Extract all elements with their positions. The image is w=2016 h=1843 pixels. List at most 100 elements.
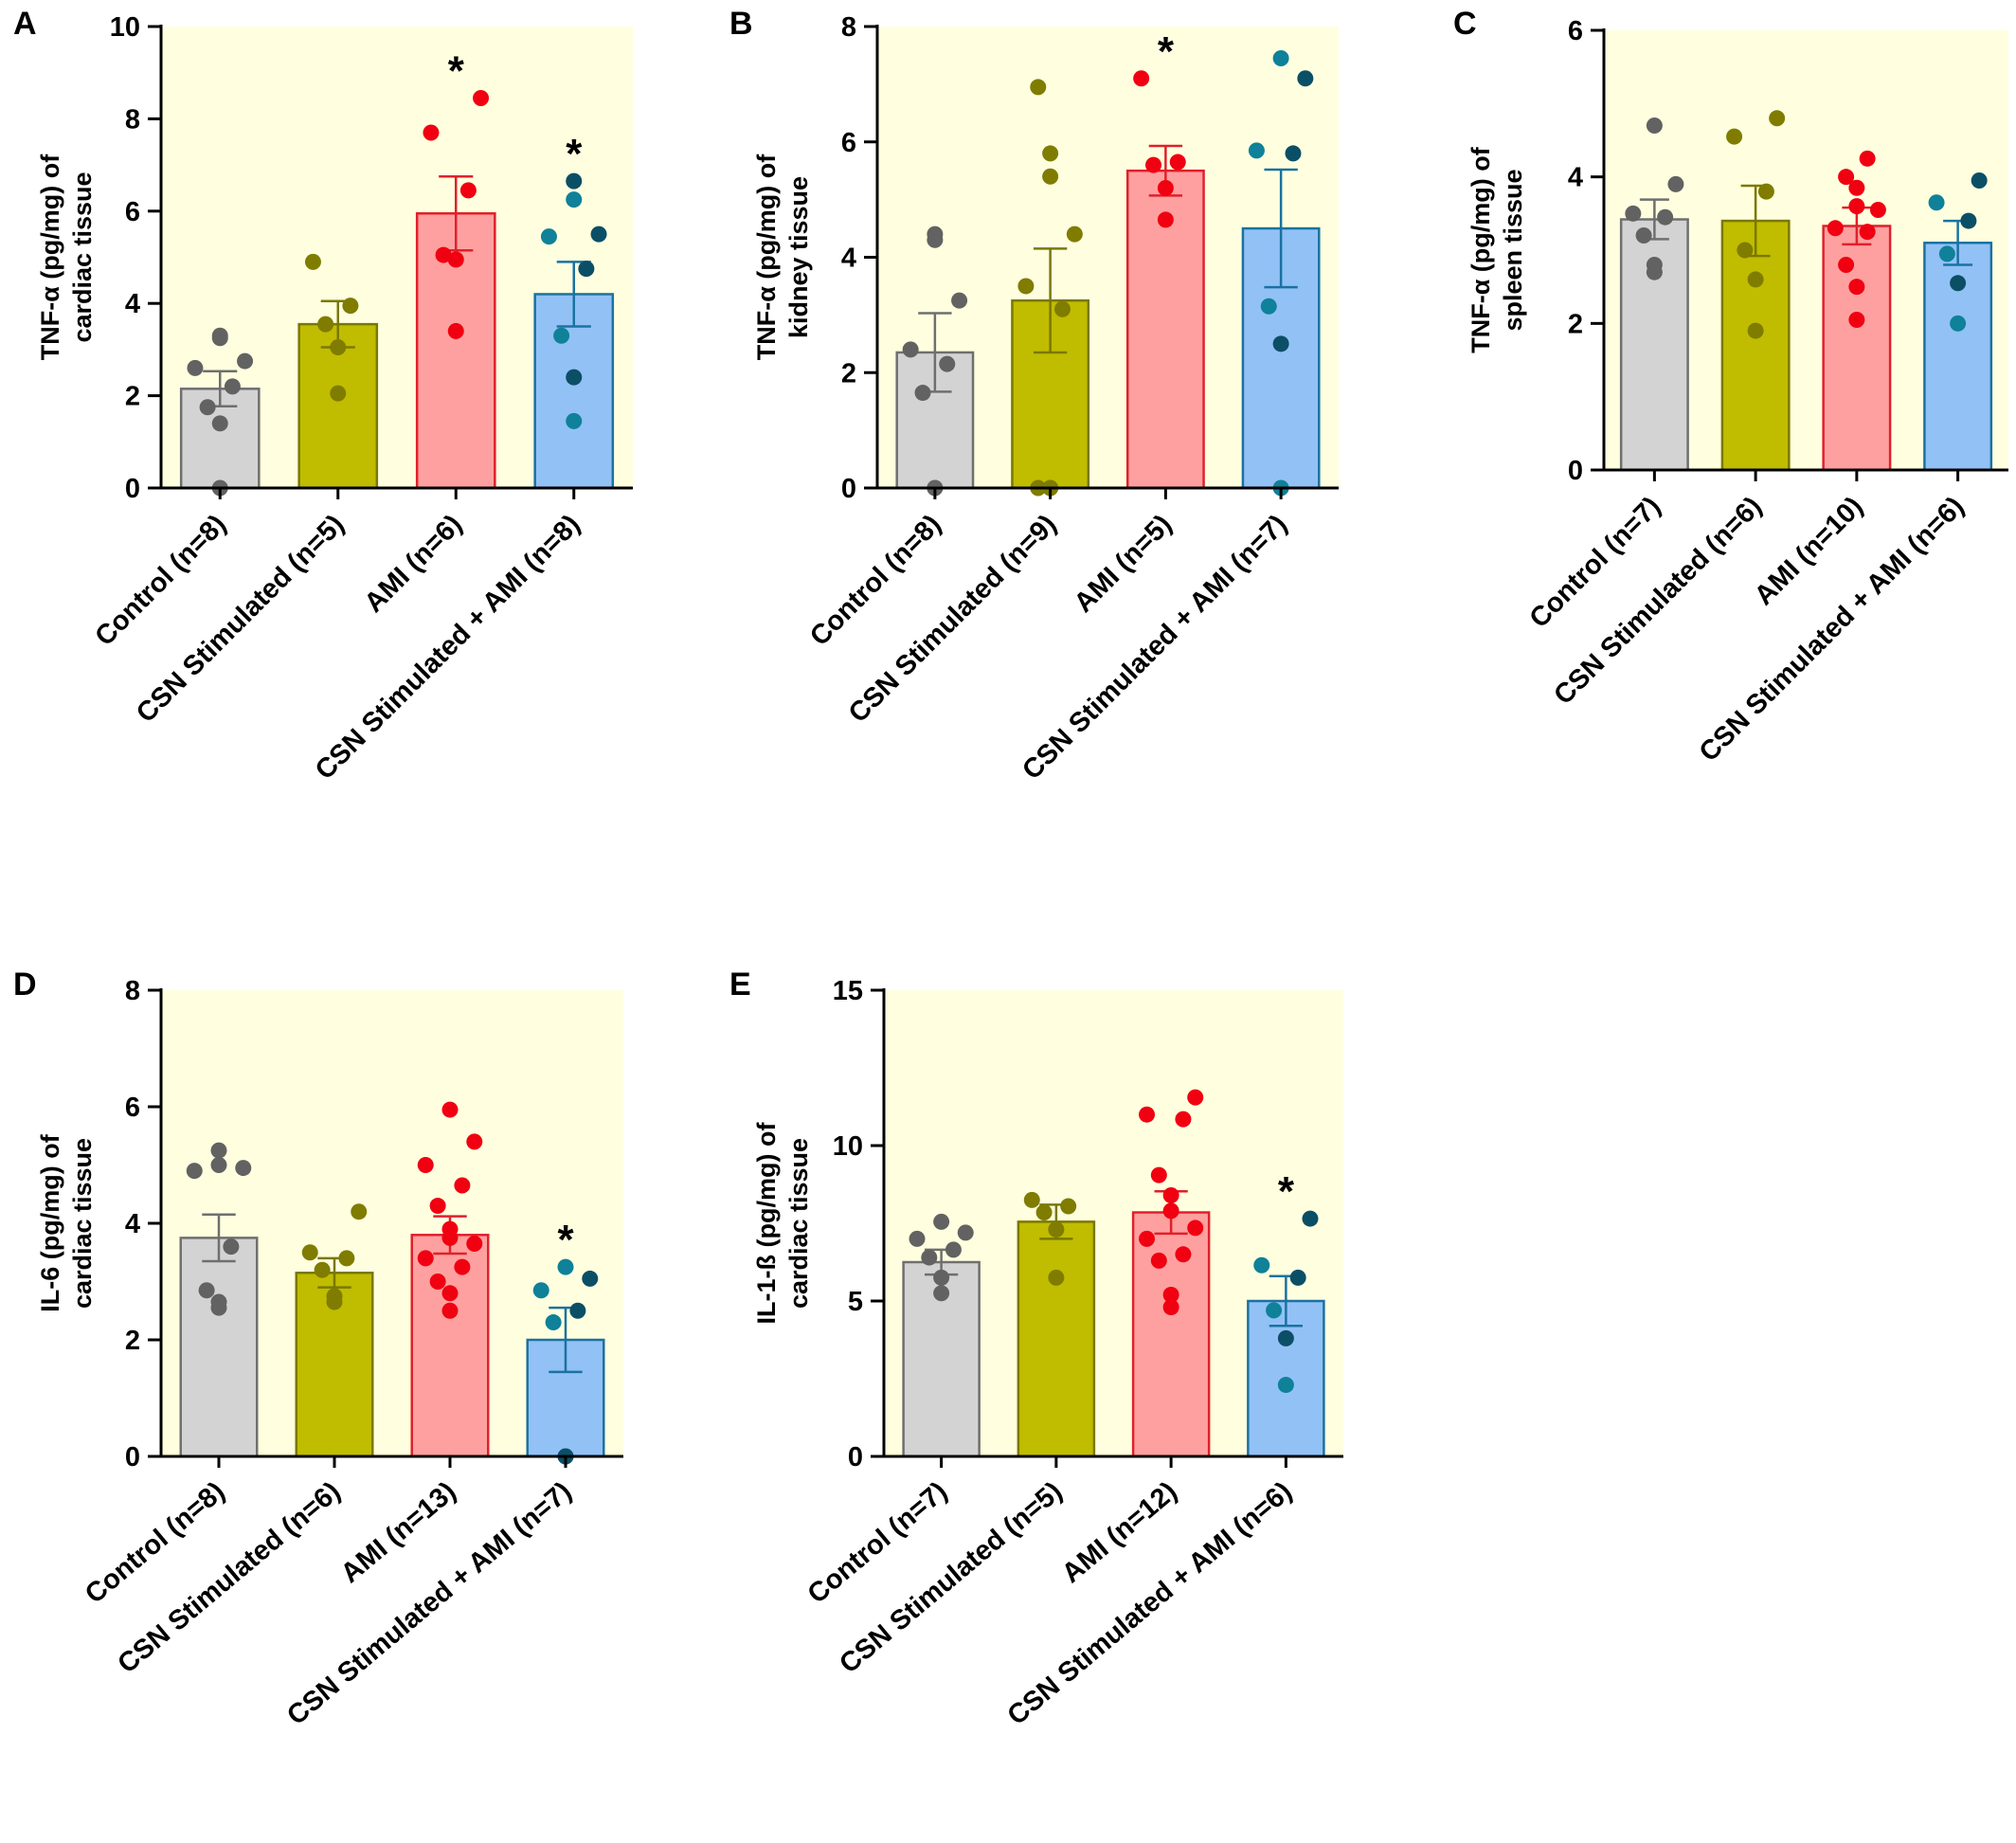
data-point [454, 1177, 471, 1194]
data-point [441, 1101, 459, 1118]
data-point [1048, 1269, 1065, 1286]
data-point [1928, 194, 1945, 211]
x-tick-label: CSN Stimulated (n=6) [112, 1476, 346, 1680]
y-tick-label: 15 [833, 976, 863, 1006]
y-axis-label-line: cardiac tissue [68, 172, 97, 342]
bar [1822, 225, 1892, 472]
y-axis-label: TNF-α (pg/mg) of kidney tissue [752, 154, 813, 361]
data-point [1859, 150, 1876, 167]
data-point [557, 1258, 574, 1275]
bar [410, 1234, 490, 1458]
data-point [1157, 179, 1174, 196]
y-tick-label: 2 [125, 382, 140, 412]
data-point [317, 316, 334, 333]
data-point [582, 1270, 599, 1287]
data-point [951, 292, 968, 309]
data-point [1848, 311, 1865, 328]
significance-marker: * [557, 1217, 574, 1263]
x-tick-label: CSN Stimulated (n=9) [843, 509, 1063, 729]
data-point [1253, 1256, 1270, 1274]
data-point [1747, 322, 1764, 339]
data-point [1162, 1202, 1179, 1220]
panel-e: EIL-1-ß (pg/mg) of cardiac tissueControl … [729, 967, 1343, 1731]
data-point [441, 1220, 459, 1238]
x-tick-label: CSN Stimulated (n=6) [1548, 491, 1768, 711]
data-point [933, 1269, 950, 1286]
data-point [1848, 279, 1865, 296]
data-point [1646, 117, 1663, 135]
x-tick-label: CSN Stimulated (n=5) [131, 509, 351, 729]
data-point [590, 226, 607, 243]
bar [1131, 1211, 1211, 1458]
data-point [326, 1288, 343, 1305]
data-point [466, 1236, 483, 1253]
bar [1720, 219, 1791, 472]
data-point [1157, 211, 1174, 228]
y-tick-label: 0 [841, 474, 856, 504]
data-point [1139, 1106, 1156, 1123]
data-point [417, 1157, 434, 1173]
x-tick-label: AMI (n=6) [359, 509, 468, 618]
y-tick-label: 8 [125, 104, 140, 135]
significance-marker: * [1158, 28, 1175, 75]
data-point [1150, 1166, 1167, 1183]
data-point [1048, 1221, 1065, 1238]
data-point [1175, 1246, 1192, 1263]
y-axis-label-line: IL-1-ß (pg/mg) of [752, 1122, 781, 1325]
y-axis-label-line: cardiac tissue [784, 1138, 813, 1309]
data-point [1827, 220, 1844, 237]
significance-marker: * [448, 47, 465, 94]
data-point [454, 1258, 471, 1275]
data-point [545, 1314, 562, 1331]
y-tick-label: 6 [1568, 16, 1583, 46]
data-point [927, 226, 944, 243]
data-point [1023, 1191, 1040, 1208]
data-point [1769, 110, 1786, 127]
data-point [945, 1241, 962, 1258]
data-point [921, 1249, 938, 1266]
data-point [532, 1282, 549, 1299]
data-point [1289, 1269, 1306, 1286]
y-tick-label: 6 [125, 197, 140, 227]
data-point [447, 322, 464, 339]
data-point [186, 1163, 203, 1180]
data-point [1145, 156, 1162, 173]
data-point [466, 1133, 483, 1150]
y-axis-label: TNF-α (pg/mg) of spleen tissue [1467, 146, 1527, 353]
data-point [553, 327, 570, 344]
data-point [441, 1285, 459, 1302]
data-point [909, 1230, 926, 1247]
data-point [1635, 227, 1652, 244]
data-point [187, 359, 204, 376]
data-point [338, 1250, 355, 1267]
data-point [199, 399, 216, 416]
data-point [1667, 175, 1684, 192]
data-point [459, 182, 477, 199]
data-point [1162, 1299, 1179, 1316]
data-point [211, 327, 228, 344]
data-point [1657, 208, 1674, 226]
data-point [1950, 275, 1967, 292]
x-tick-label: AMI (n=5) [1069, 509, 1178, 618]
y-tick-label: 6 [125, 1093, 140, 1123]
data-point [304, 253, 321, 270]
data-point [1838, 256, 1855, 273]
panel-letter: B [729, 6, 753, 42]
y-axis-label-line: TNF-α (pg/mg) of [1467, 146, 1495, 353]
data-point [933, 1285, 950, 1302]
data-point [566, 412, 583, 429]
data-point [1150, 1252, 1167, 1269]
data-point [210, 1293, 227, 1310]
data-point [1950, 315, 1967, 332]
data-point [1169, 154, 1186, 171]
y-tick-label: 8 [841, 12, 856, 43]
data-point [1625, 205, 1642, 222]
data-point [1938, 245, 1955, 262]
data-point [1187, 1089, 1204, 1106]
data-point [1175, 1111, 1192, 1128]
